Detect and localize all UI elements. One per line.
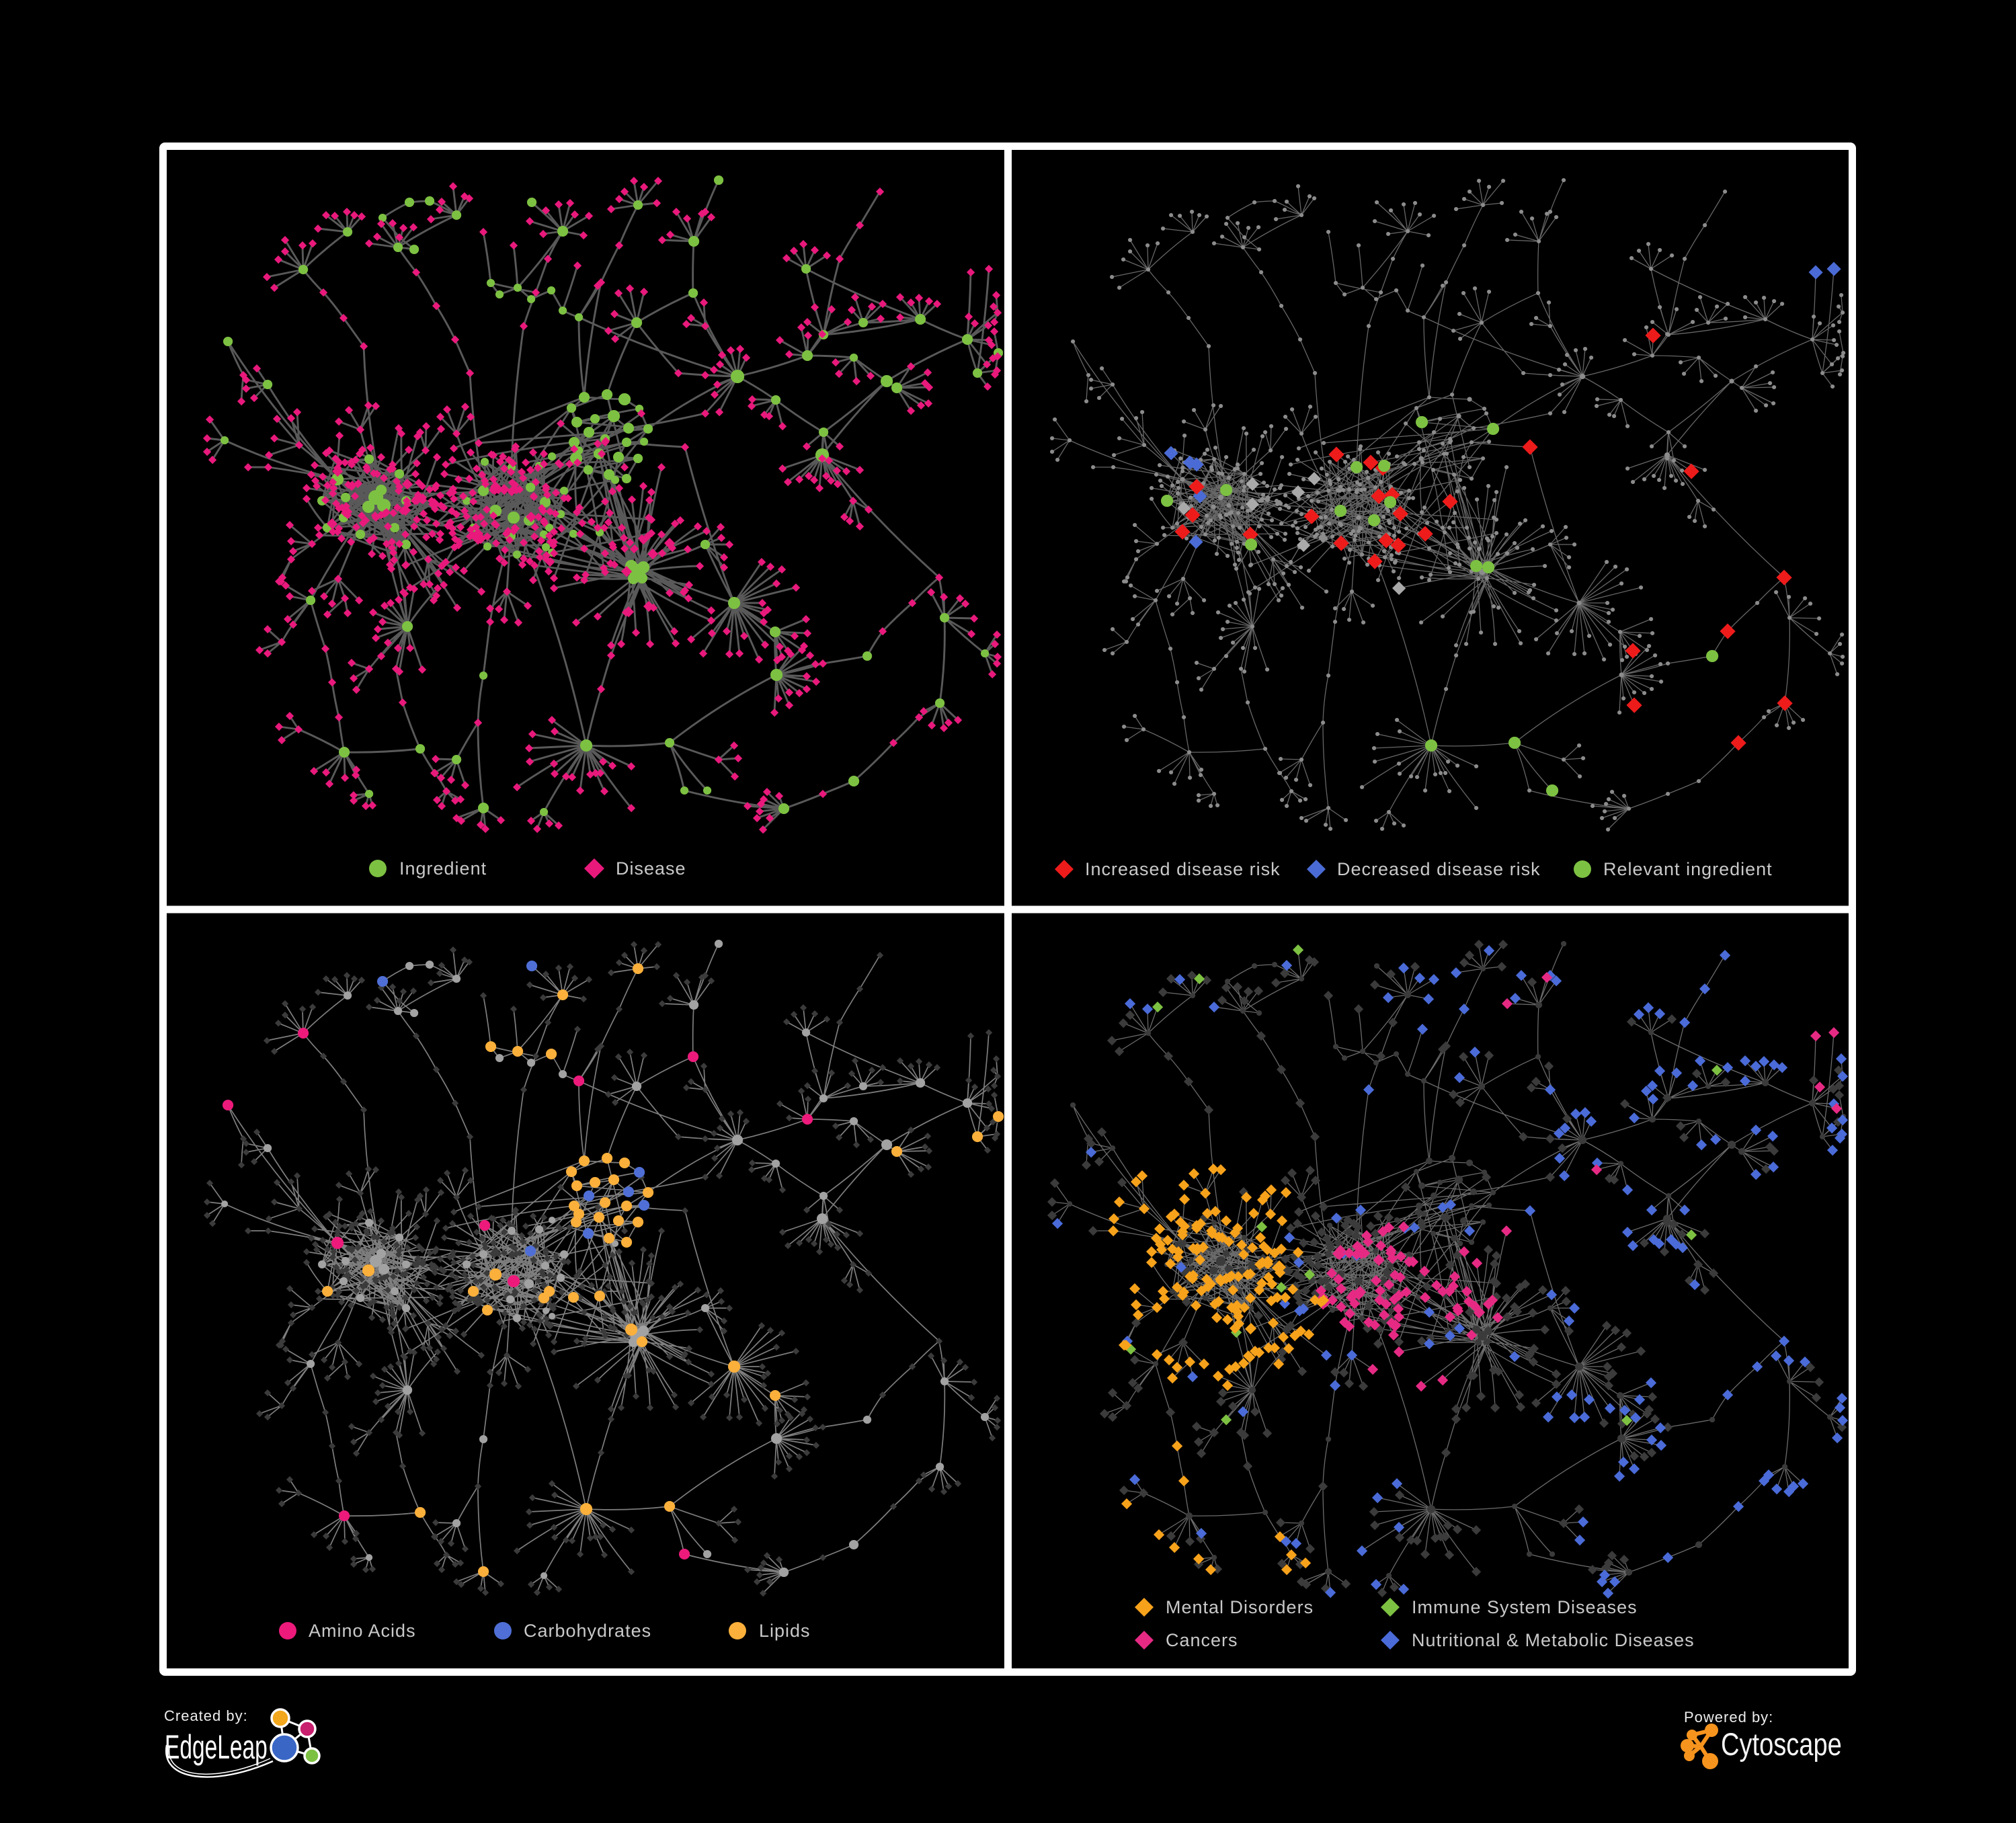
svg-text:Cytoscape: Cytoscape	[1721, 1727, 1842, 1763]
svg-text:Disease: Disease	[616, 858, 686, 879]
svg-text:Lipids: Lipids	[759, 1621, 811, 1641]
svg-text:Increased disease risk: Increased disease risk	[1085, 859, 1281, 879]
svg-text:Cancers: Cancers	[1166, 1630, 1238, 1650]
svg-text:EdgeLeap: EdgeLeap	[165, 1728, 268, 1766]
svg-text:Carbohydrates: Carbohydrates	[524, 1621, 651, 1641]
svg-text:Created by:: Created by:	[164, 1707, 248, 1724]
svg-text:Decreased disease risk: Decreased disease risk	[1337, 859, 1541, 879]
svg-text:Immune System Diseases: Immune System Diseases	[1412, 1597, 1638, 1617]
svg-text:Mental Disorders: Mental Disorders	[1166, 1597, 1314, 1617]
svg-text:Amino Acids: Amino Acids	[309, 1621, 416, 1641]
svg-text:Ingredient: Ingredient	[399, 858, 487, 879]
svg-text:Powered by:: Powered by:	[1684, 1709, 1773, 1726]
svg-text:Nutritional & Metabolic Diseas: Nutritional & Metabolic Diseases	[1412, 1630, 1695, 1650]
svg-text:Relevant ingredient: Relevant ingredient	[1603, 859, 1773, 879]
